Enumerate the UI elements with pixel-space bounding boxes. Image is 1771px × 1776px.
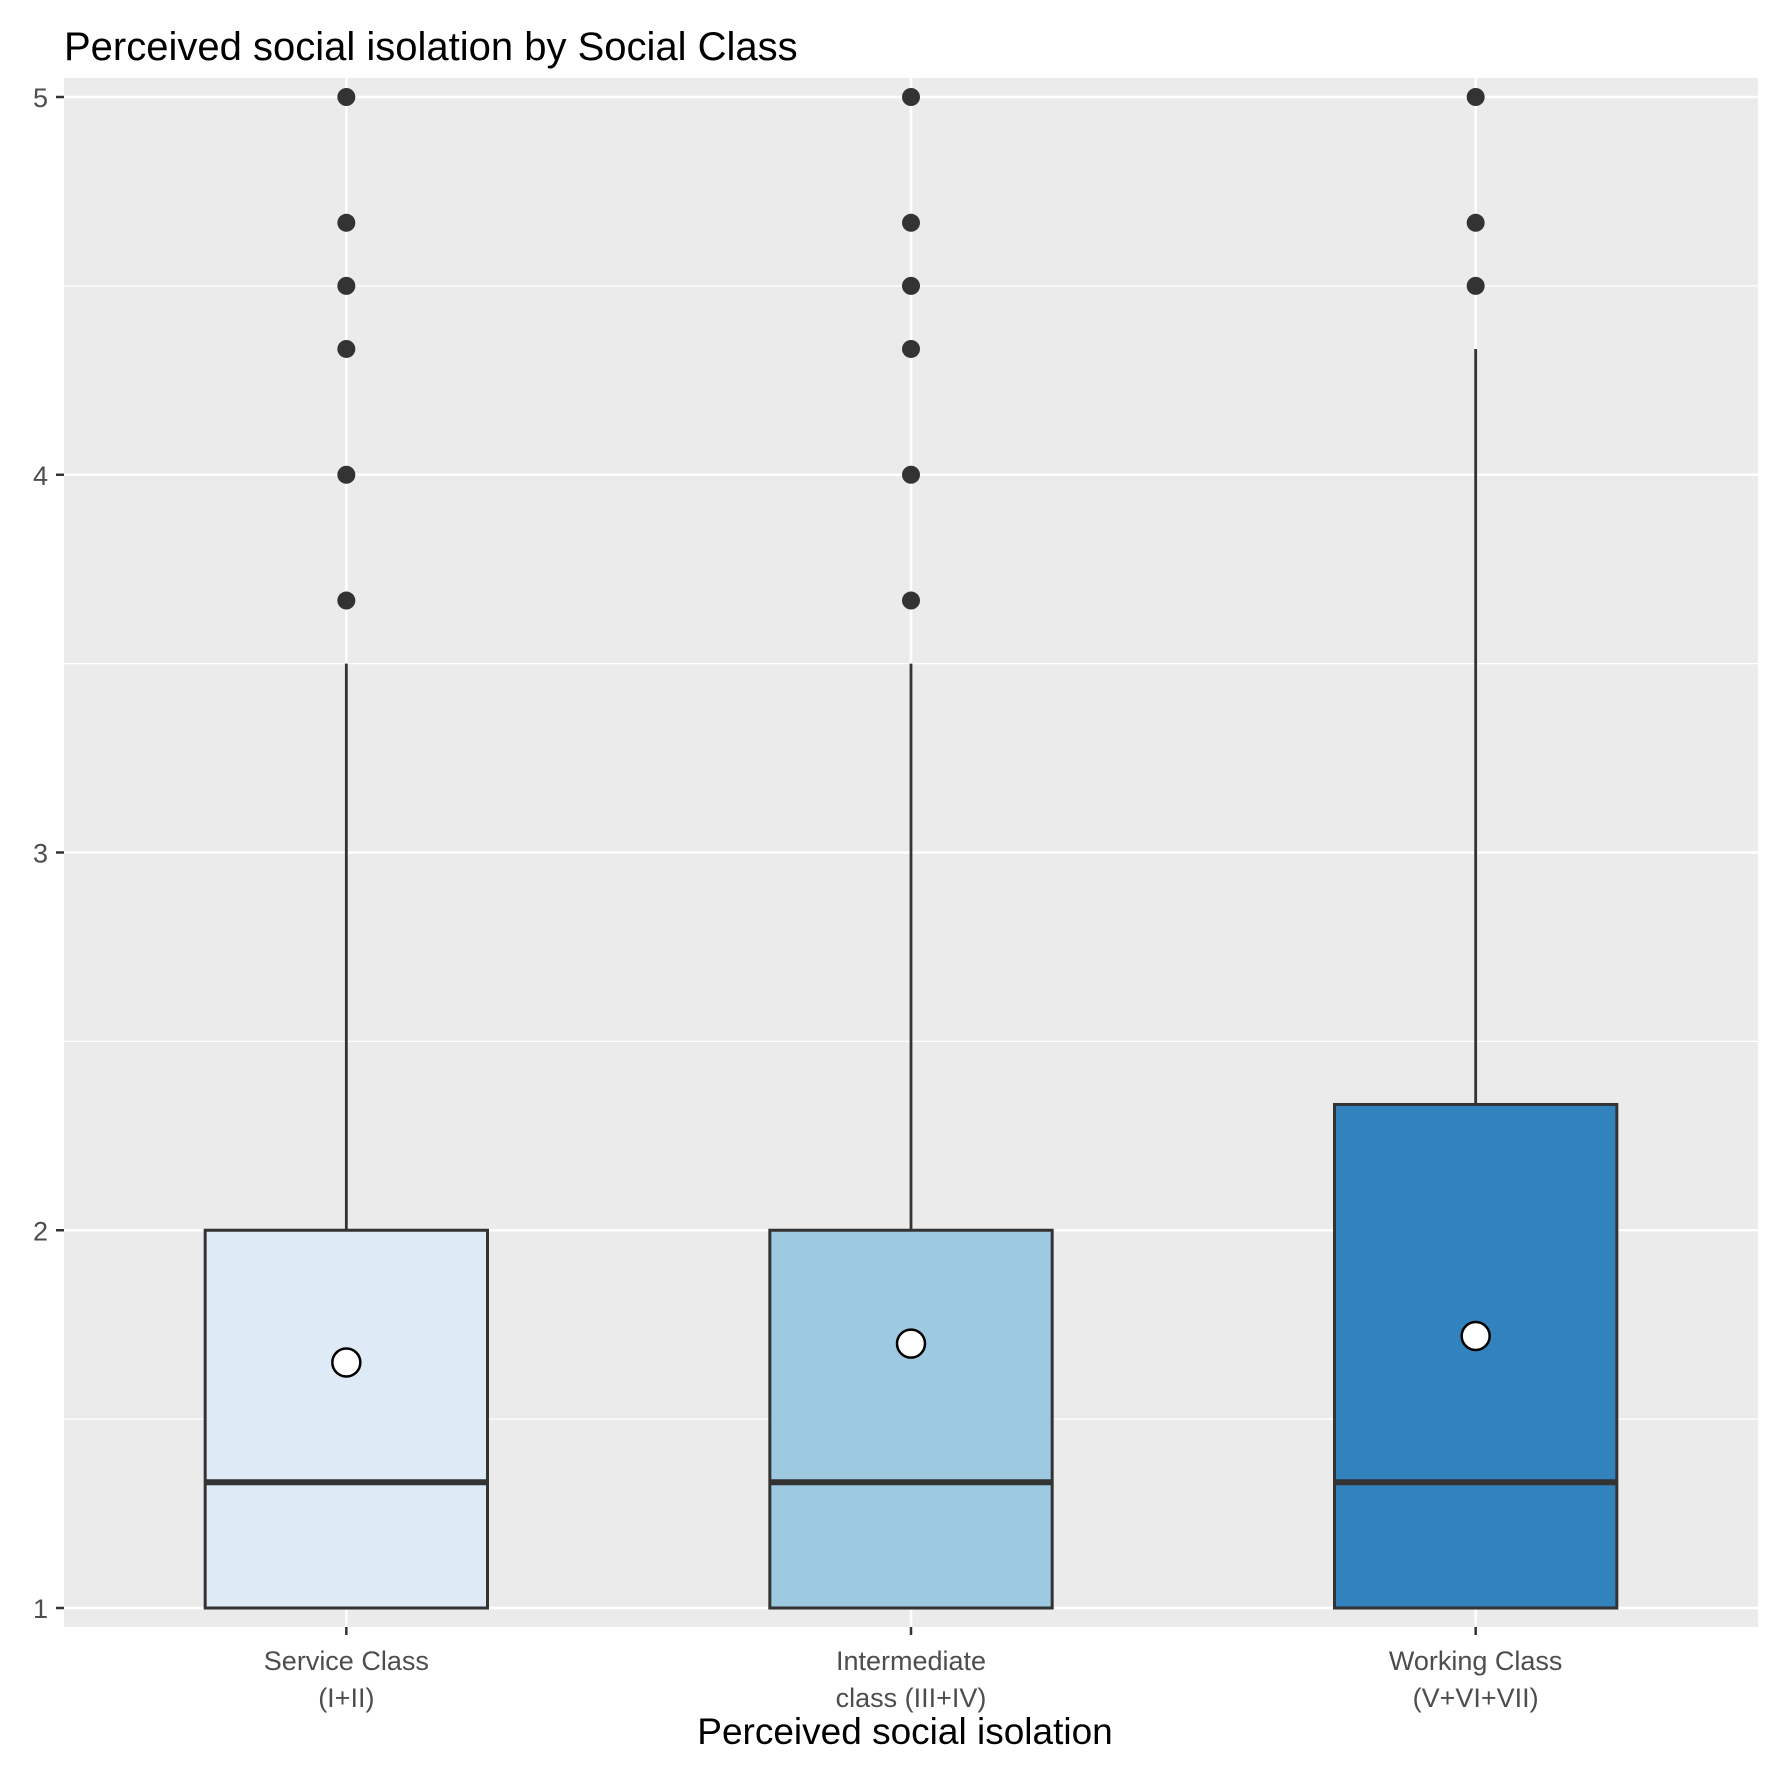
mean-marker — [1460, 1320, 1491, 1352]
outlier-point — [902, 465, 920, 484]
x-tick-label-line: Intermediate — [836, 1646, 986, 1676]
y-tick-label: 1 — [33, 1594, 48, 1624]
y-tick-label: 5 — [33, 83, 48, 113]
box-group — [1333, 88, 1619, 1610]
x-axis-title: Perceived social isolation — [697, 1711, 1112, 1752]
mean-marker — [895, 1328, 927, 1359]
x-tick-label: Service Class (I+II) — [264, 1646, 429, 1713]
outlier-point — [902, 591, 920, 610]
x-tick-label-line: class (III+IV) — [836, 1683, 987, 1713]
x-tick-label-line: Service Class — [264, 1646, 429, 1676]
outlier-point — [1466, 213, 1485, 232]
y-tick-label: 3 — [33, 839, 48, 869]
chart-title: Perceived social isolation by Social Cla… — [64, 25, 798, 69]
x-tick-label: Working Class (V+VI+VII) — [1389, 1646, 1563, 1713]
box-group — [203, 88, 490, 1610]
box-group — [768, 88, 1054, 1610]
outlier-point — [337, 339, 356, 358]
outlier-point — [337, 591, 356, 610]
mean-marker — [331, 1347, 362, 1378]
outlier-point — [902, 213, 920, 232]
outlier-point — [337, 88, 356, 106]
outlier-point — [902, 88, 920, 106]
y-tick-label: 4 — [33, 461, 48, 491]
outlier-point — [1466, 276, 1485, 295]
x-tick-label: Intermediate class (III+IV) — [836, 1646, 987, 1713]
x-tick-label-line: (V+VI+VII) — [1413, 1683, 1539, 1713]
box-body — [1333, 1102, 1619, 1610]
outlier-point — [1466, 88, 1485, 106]
outlier-point — [902, 276, 920, 295]
outlier-point — [337, 276, 356, 295]
outlier-point — [337, 213, 356, 232]
x-tick-label-line: (I+II) — [318, 1683, 374, 1713]
outlier-point — [337, 465, 356, 484]
box-body — [768, 1228, 1054, 1610]
x-tick-label-line: Working Class — [1389, 1646, 1563, 1676]
box-body — [203, 1228, 490, 1610]
outlier-point — [902, 339, 920, 358]
y-tick-label: 2 — [33, 1216, 48, 1246]
